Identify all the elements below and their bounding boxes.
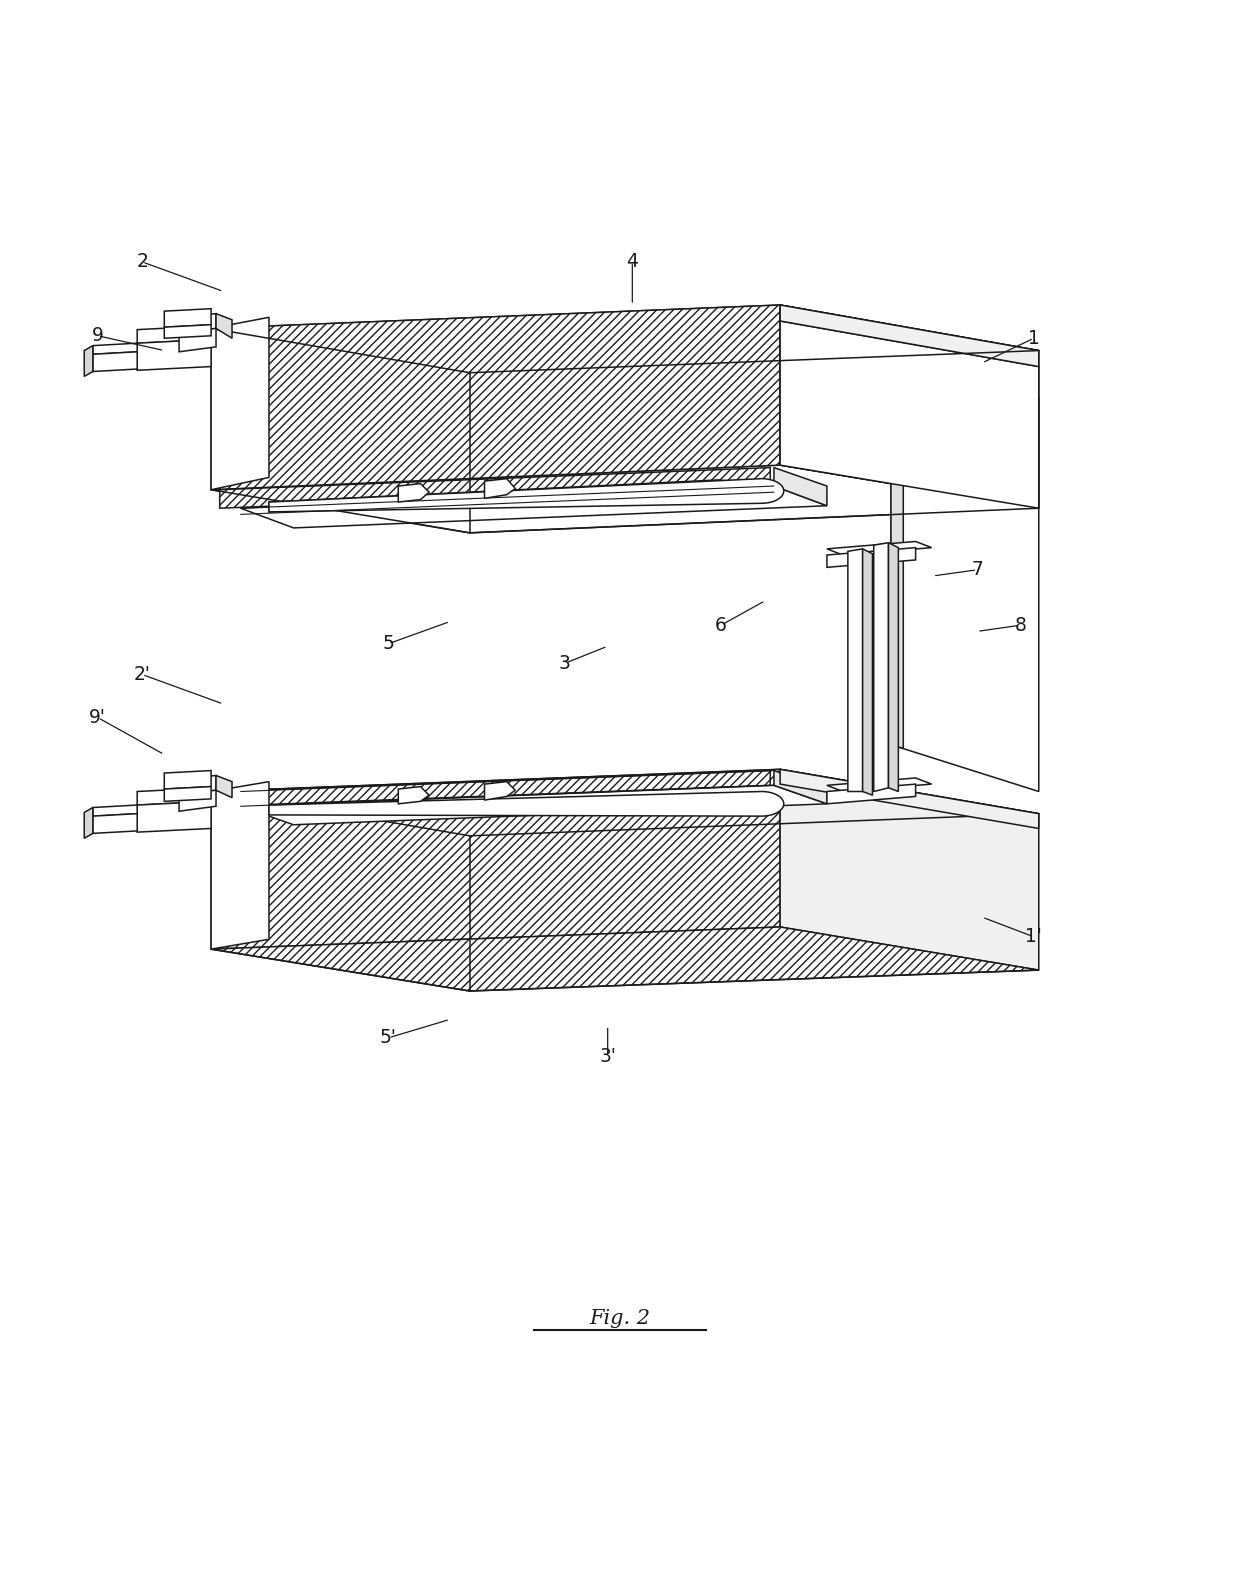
Polygon shape [216, 776, 232, 798]
Polygon shape [138, 801, 211, 833]
Text: 3: 3 [559, 654, 570, 673]
Polygon shape [93, 814, 138, 833]
Polygon shape [485, 478, 516, 499]
Text: 2': 2' [134, 665, 150, 684]
Polygon shape [269, 480, 765, 511]
Polygon shape [179, 328, 216, 351]
Polygon shape [892, 350, 903, 749]
Polygon shape [179, 313, 216, 334]
Polygon shape [485, 782, 516, 799]
Polygon shape [211, 465, 1039, 533]
Polygon shape [780, 769, 1039, 828]
Polygon shape [780, 306, 1039, 367]
Polygon shape [211, 782, 269, 950]
Polygon shape [179, 790, 216, 810]
Text: 7: 7 [971, 560, 983, 579]
Polygon shape [138, 788, 211, 806]
Polygon shape [138, 339, 211, 370]
Polygon shape [84, 345, 93, 377]
Polygon shape [179, 776, 216, 795]
Polygon shape [164, 787, 211, 801]
Polygon shape [219, 771, 770, 806]
Polygon shape [93, 806, 138, 817]
Text: 5': 5' [379, 1029, 397, 1048]
Polygon shape [241, 486, 827, 527]
Polygon shape [874, 543, 889, 792]
Polygon shape [164, 309, 211, 328]
Polygon shape [889, 543, 898, 792]
Polygon shape [164, 325, 211, 339]
Polygon shape [848, 549, 863, 792]
Polygon shape [211, 769, 1039, 836]
Polygon shape [84, 807, 93, 839]
Polygon shape [780, 769, 1039, 970]
Polygon shape [863, 549, 873, 795]
Polygon shape [827, 541, 931, 556]
Text: 3': 3' [599, 1046, 616, 1065]
Text: 2: 2 [136, 252, 148, 271]
Polygon shape [211, 306, 780, 489]
Polygon shape [138, 326, 211, 344]
Polygon shape [827, 548, 915, 567]
Polygon shape [164, 771, 211, 788]
Text: 5: 5 [382, 635, 394, 654]
Polygon shape [780, 321, 1039, 508]
Text: Fig. 2: Fig. 2 [589, 1309, 651, 1328]
Polygon shape [398, 483, 429, 502]
Text: 9': 9' [89, 708, 107, 727]
Polygon shape [774, 771, 827, 804]
Polygon shape [211, 769, 780, 950]
Text: 6: 6 [715, 616, 727, 635]
Polygon shape [211, 306, 1039, 372]
Polygon shape [269, 478, 784, 511]
Text: 4: 4 [626, 252, 639, 271]
Text: 1: 1 [1028, 329, 1040, 348]
Polygon shape [93, 351, 138, 372]
Text: 8: 8 [1014, 616, 1027, 635]
Polygon shape [93, 344, 138, 355]
Polygon shape [211, 317, 269, 489]
Polygon shape [398, 787, 429, 804]
Polygon shape [216, 313, 232, 339]
Text: 1': 1' [1025, 928, 1043, 947]
Text: 9: 9 [92, 326, 104, 345]
Polygon shape [780, 306, 1039, 508]
Polygon shape [827, 784, 915, 804]
Polygon shape [219, 467, 770, 508]
Polygon shape [774, 467, 827, 505]
Polygon shape [827, 777, 931, 792]
Polygon shape [269, 792, 784, 817]
Polygon shape [892, 350, 1039, 792]
Polygon shape [241, 785, 827, 825]
Polygon shape [211, 928, 1039, 991]
